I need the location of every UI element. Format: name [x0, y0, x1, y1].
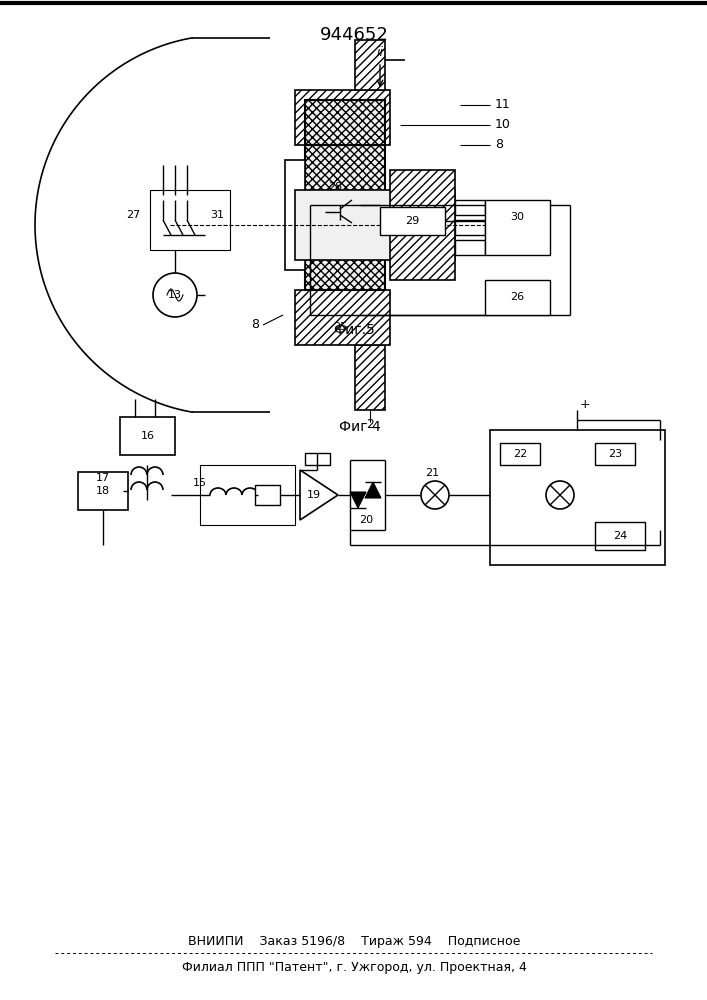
Bar [120, 417, 175, 455]
Text: 2: 2 [366, 418, 374, 432]
Text: 28: 28 [328, 182, 342, 192]
Text: 8: 8 [495, 138, 503, 151]
Text: 26: 26 [510, 292, 525, 302]
Bar [255, 485, 280, 505]
Text: 20: 20 [359, 515, 373, 525]
Polygon shape [350, 492, 366, 508]
Bar [500, 443, 540, 465]
Text: 13: 13 [168, 290, 182, 300]
Text: 10: 10 [495, 118, 511, 131]
Bar [305, 100, 385, 145]
Text: 19: 19 [307, 490, 321, 500]
Text: 30: 30 [510, 213, 525, 223]
Bar [285, 160, 305, 270]
Bar [305, 453, 330, 465]
Text: Филиал ППП "Патент", г. Ужгород, ул. Проектная, 4: Филиал ППП "Патент", г. Ужгород, ул. Про… [182, 960, 527, 974]
Text: 17: 17 [96, 473, 110, 483]
Bar [305, 145, 385, 290]
Text: 25: 25 [333, 322, 347, 332]
Text: ii: ii [377, 45, 383, 58]
Bar [485, 280, 550, 315]
Text: 8: 8 [251, 318, 259, 332]
Bar [595, 522, 645, 550]
Text: 22: 22 [513, 449, 527, 459]
Text: 27: 27 [126, 210, 140, 220]
Text: 23: 23 [608, 449, 622, 459]
Text: 15: 15 [193, 478, 207, 488]
Text: 31: 31 [210, 210, 224, 220]
Text: Фиг 4: Фиг 4 [339, 420, 381, 434]
Text: Фиг.5: Фиг.5 [333, 323, 375, 337]
Text: 11: 11 [495, 99, 510, 111]
Bar [355, 40, 385, 90]
Text: 16: 16 [141, 431, 155, 441]
Bar [295, 90, 390, 145]
Text: 24: 24 [613, 531, 627, 541]
Bar [390, 170, 455, 280]
Bar [455, 200, 485, 215]
Bar [455, 240, 485, 255]
Bar [295, 290, 390, 345]
Text: +: + [580, 398, 590, 412]
Bar [150, 190, 230, 250]
Bar [295, 190, 455, 260]
Polygon shape [365, 482, 381, 498]
Bar [485, 200, 550, 255]
Bar [595, 443, 635, 465]
Bar [380, 207, 445, 235]
Bar [455, 220, 485, 235]
Text: 18: 18 [96, 486, 110, 496]
Text: 29: 29 [405, 216, 420, 226]
Text: 944652: 944652 [320, 26, 388, 44]
Text: 21: 21 [425, 468, 439, 478]
Bar [200, 465, 295, 525]
Bar [355, 345, 385, 410]
Bar [490, 430, 665, 565]
Text: ВНИИПИ    Заказ 5196/8    Тираж 594    Подписное: ВНИИПИ Заказ 5196/8 Тираж 594 Подписное [188, 936, 520, 948]
Bar [78, 472, 128, 510]
